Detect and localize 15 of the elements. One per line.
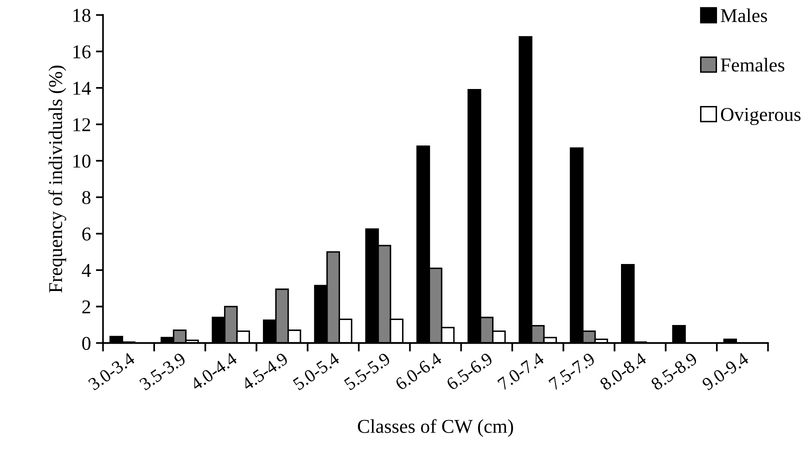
y-tick-label: 8 — [82, 191, 90, 204]
y-tick-label: 6 — [82, 228, 91, 241]
y-tick-label: 14 — [73, 82, 91, 95]
y-tick-label: 10 — [73, 154, 90, 168]
y-tick-label: 18 — [73, 8, 90, 22]
legend-label: Ovigerous — [721, 108, 801, 126]
y-tick-label: 4 — [82, 264, 91, 277]
x-axis-title: Classes of CW (cm) — [358, 419, 514, 437]
y-tick-label: 2 — [82, 300, 90, 314]
y-tick-label: 16 — [73, 45, 91, 58]
legend-label: Females — [720, 58, 784, 72]
legend-label: Males — [720, 8, 768, 22]
y-tick-label: 0 — [82, 336, 90, 350]
y-tick-label: 12 — [73, 118, 90, 132]
y-axis-title: Frequency of individuals (%) — [48, 66, 66, 293]
